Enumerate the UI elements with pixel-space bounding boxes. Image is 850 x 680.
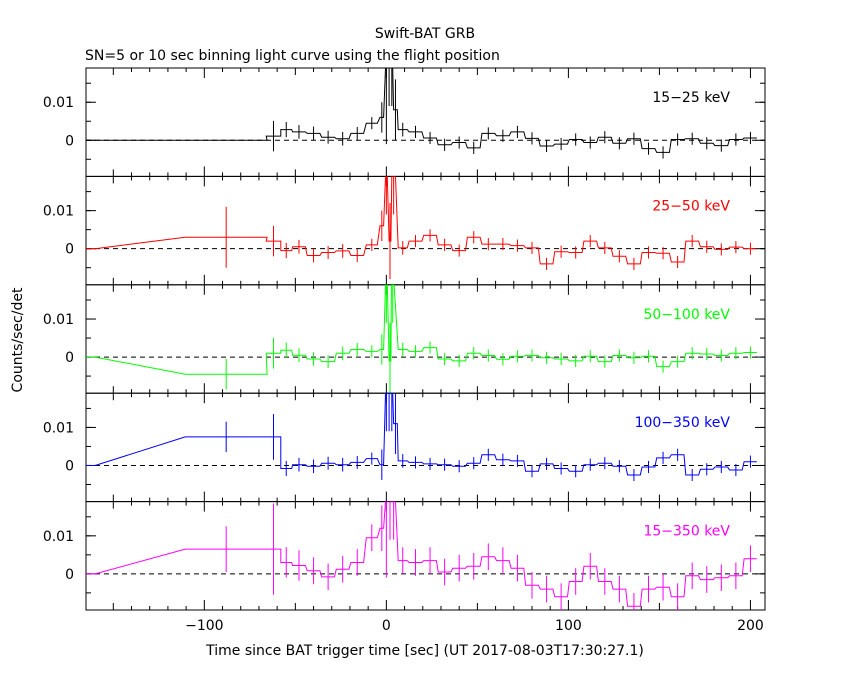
- chart-title: Swift-BAT GRB: [375, 26, 475, 42]
- panel-frame: [85, 284, 766, 394]
- y-tick-label: 0.01: [43, 204, 74, 220]
- y-tick-label: 0: [65, 133, 74, 149]
- chart-subtitle: SN=5 or 10 sec binning light curve using…: [85, 48, 500, 64]
- band-label: 25−50 keV: [652, 198, 730, 214]
- light-curve-step: [86, 284, 757, 375]
- x-tick-label: 100: [555, 618, 582, 634]
- x-tick-label: 0: [382, 618, 391, 634]
- panels-group: 0 0.01 15−25 keV 0 0.01 25−50 keV 0 0.01 50−100 …: [43, 67, 766, 634]
- light-curve-step: [86, 176, 757, 265]
- y-tick-label: 0: [65, 458, 74, 474]
- x-tick-label: −100: [185, 618, 223, 634]
- panel-frame: [85, 501, 766, 611]
- x-tick-label: 200: [737, 618, 764, 634]
- light-curve-step: [86, 393, 757, 476]
- y-tick-label: 0: [65, 567, 74, 583]
- panel-frame: [85, 67, 766, 177]
- y-tick-label: 0.01: [43, 420, 74, 436]
- light-curve-step: [86, 501, 757, 607]
- light-curve-step: [86, 68, 757, 153]
- y-tick-label: 0: [65, 242, 74, 258]
- band-label: 100−350 keV: [635, 415, 731, 431]
- y-tick-label: 0: [65, 350, 74, 366]
- y-axis-label: Counts/sec/det: [10, 287, 26, 392]
- band-label: 15−350 keV: [643, 524, 730, 540]
- y-tick-label: 0.01: [43, 95, 74, 111]
- panel-frame: [85, 392, 766, 503]
- panel-frame: [85, 175, 766, 286]
- band-label: 15−25 keV: [652, 90, 730, 106]
- y-tick-label: 0.01: [43, 529, 74, 545]
- y-tick-label: 0.01: [43, 312, 74, 328]
- band-label: 50−100 keV: [643, 307, 730, 323]
- x-axis-label: Time since BAT trigger time [sec] (UT 20…: [205, 643, 644, 659]
